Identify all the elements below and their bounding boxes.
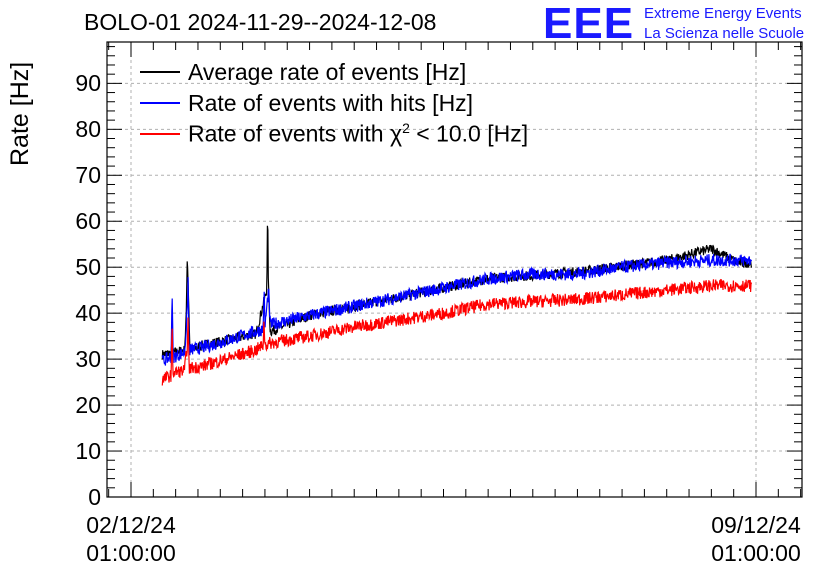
logo-line-1: Extreme Energy Events [644, 5, 802, 22]
logo-text: Extreme Energy Events La Scienza nelle S… [644, 4, 804, 44]
legend-chi2-sup: 2 [402, 120, 410, 137]
legend-label-average: Average rate of events [Hz] [188, 58, 467, 85]
series-line-2 [161, 278, 753, 386]
logo-mark: EEE [543, 0, 635, 48]
legend-chi2-suffix: < 10.0 [Hz] [409, 120, 529, 147]
logo-line-2: La Scienza nelle Scuole [644, 25, 805, 42]
x-tick-label-1-date: 02/12/24 [86, 512, 176, 538]
axis-ticks [107, 42, 802, 498]
legend-entry-average: Average rate of events [Hz] [140, 57, 466, 87]
x-tick-label-1: 02/12/24 01:00:00 [76, 511, 186, 567]
legend-chi2-prefix: Rate of events with χ [188, 120, 403, 147]
y-tick-label-70: 70 [75, 162, 101, 189]
legend-label-hits: Rate of events with hits [Hz] [188, 89, 474, 116]
eee-logo: EEE Extreme Energy Events La Scienza nel… [543, 2, 804, 46]
y-tick-label-50: 50 [75, 254, 101, 281]
legend-swatch-average [140, 71, 180, 73]
legend-entry-hits: Rate of events with hits [Hz] [140, 88, 473, 118]
series-layer [161, 225, 753, 386]
plot-frame [106, 41, 803, 498]
x-tick-label-2-date: 09/12/24 [711, 512, 801, 538]
y-tick-label-40: 40 [75, 300, 101, 327]
y-tick-label-10: 10 [75, 438, 101, 465]
legend-entry-chi2: Rate of events with χ2 < 10.0 [Hz] [140, 119, 528, 149]
x-tick-label-1-time: 01:00:00 [86, 540, 176, 566]
y-tick-label-80: 80 [75, 116, 101, 143]
legend-swatch-hits [140, 102, 180, 104]
chart-title: BOLO-01 2024-11-29--2024-12-08 [84, 9, 437, 35]
y-tick-label-20: 20 [75, 392, 101, 419]
y-tick-label-90: 90 [75, 70, 101, 97]
y-tick-label-0: 0 [88, 484, 101, 510]
x-tick-label-2: 09/12/24 01:00:00 [701, 511, 811, 567]
y-tick-label-60: 60 [75, 208, 101, 235]
legend-swatch-chi2 [140, 133, 180, 135]
y-tick-label-30: 30 [75, 346, 101, 373]
legend-label-chi2: Rate of events with χ2 < 10.0 [Hz] [188, 120, 528, 148]
series-line-1 [161, 253, 753, 366]
x-tick-label-2-time: 01:00:00 [711, 540, 801, 566]
y-axis-label: Rate [Hz] [6, 61, 34, 166]
